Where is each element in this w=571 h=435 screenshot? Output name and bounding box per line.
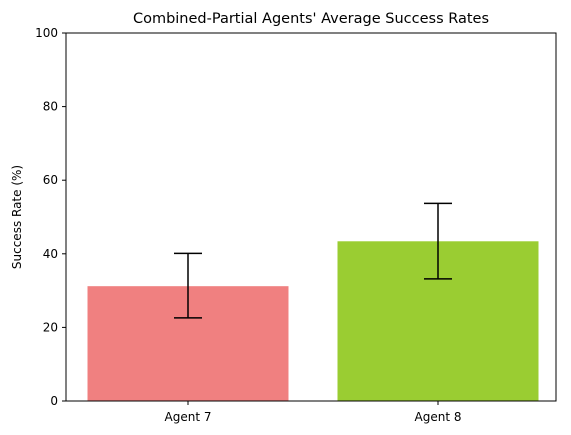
y-tick-label: 100 — [35, 26, 58, 40]
y-axis-label: Success Rate (%) — [10, 165, 24, 269]
x-tick-label: Agent 7 — [165, 410, 212, 424]
y-tick-label: 0 — [50, 394, 58, 408]
error-bar-agent-7 — [174, 252, 202, 319]
y-tick-label: 40 — [43, 247, 58, 261]
y-tick-label: 80 — [43, 100, 58, 114]
y-tick-label: 60 — [43, 173, 58, 187]
x-tick-label: Agent 8 — [415, 410, 462, 424]
y-tick-label: 20 — [43, 320, 58, 334]
chart-title: Combined-Partial Agents' Average Success… — [133, 11, 489, 27]
plot-area: Agent 7 Agent 8 0 20 40 60 80 100 — [35, 26, 557, 424]
error-bar-agent-8 — [424, 202, 452, 280]
plot-frame — [65, 32, 557, 402]
